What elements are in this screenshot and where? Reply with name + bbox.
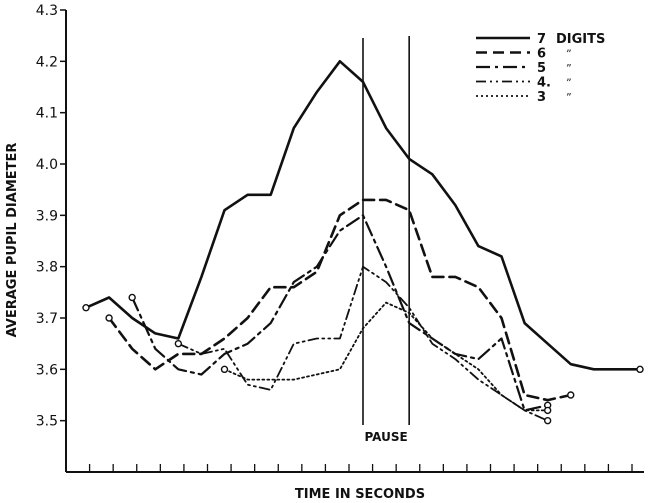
legend-label: 7 bbox=[537, 32, 546, 47]
series-3 bbox=[128, 214, 552, 412]
legend-ditto-mark: ” bbox=[566, 77, 572, 90]
legend-ditto-mark: ” bbox=[566, 48, 572, 61]
y-tick-label: 4.2 bbox=[36, 54, 58, 70]
series-start-marker bbox=[128, 293, 136, 302]
series-5 bbox=[220, 301, 552, 415]
series-4 bbox=[174, 265, 552, 425]
series-line bbox=[177, 265, 549, 422]
series-end-marker bbox=[567, 391, 575, 399]
legend-label: 5 bbox=[537, 61, 546, 76]
y-tick-label: 3.7 bbox=[36, 311, 58, 327]
series-line bbox=[107, 198, 573, 402]
y-tick-label: 4.0 bbox=[36, 157, 58, 173]
y-tick-label: 3.5 bbox=[36, 414, 58, 430]
legend-label: 4. bbox=[537, 76, 551, 91]
series-end-marker bbox=[636, 365, 644, 374]
series-start-marker bbox=[82, 304, 90, 312]
legend: 7 DIGITS 6 ” 5 ” 4. ” 3 ” bbox=[476, 32, 605, 105]
series-start-marker bbox=[220, 365, 229, 374]
series-end-marker bbox=[543, 416, 552, 425]
series-line bbox=[223, 301, 549, 412]
series-layer bbox=[82, 59, 644, 425]
series-start-marker bbox=[174, 339, 183, 348]
legend-label: 6 bbox=[537, 47, 546, 62]
series-2 bbox=[105, 198, 575, 402]
series-line bbox=[131, 214, 549, 412]
legend-ditto-mark: ” bbox=[566, 91, 572, 104]
axes: 3.5 3.6 3.7 3.8 3.9 4.0 4.1 4.2 4.3 bbox=[36, 3, 644, 473]
y-tick-label: 3.6 bbox=[36, 362, 58, 378]
series-end-marker bbox=[543, 406, 552, 415]
y-tick-label: 3.8 bbox=[36, 260, 58, 276]
legend-label: 3 bbox=[537, 90, 546, 105]
legend-ditto-mark: ” bbox=[566, 62, 572, 75]
pause-label: PAUSE bbox=[364, 430, 407, 444]
series-start-marker bbox=[105, 314, 113, 322]
legend-suffix: DIGITS bbox=[556, 32, 605, 47]
pause-annotation: PAUSE bbox=[362, 36, 410, 444]
y-axis-label: AVERAGE PUPIL DIAMETER bbox=[5, 143, 20, 338]
y-tick-label: 4.1 bbox=[36, 106, 58, 122]
y-tick-label: 4.3 bbox=[36, 3, 58, 19]
series-1 bbox=[82, 59, 644, 374]
y-tick-label: 3.9 bbox=[36, 208, 58, 224]
x-axis-label: TIME IN SECONDS bbox=[295, 487, 425, 502]
series-line bbox=[84, 59, 642, 371]
